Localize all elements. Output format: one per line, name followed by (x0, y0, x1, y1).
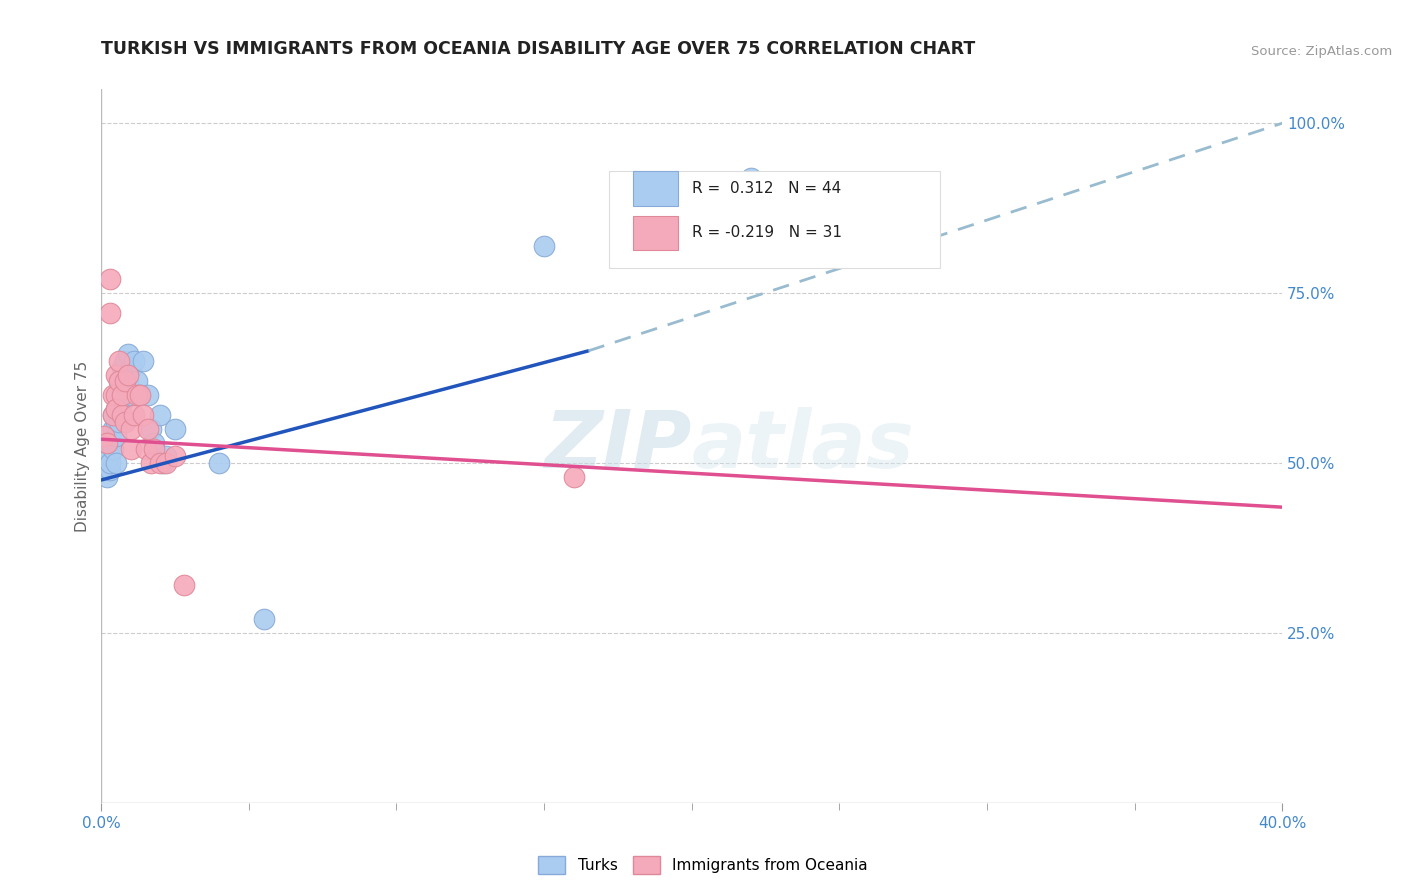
Legend: Turks, Immigrants from Oceania: Turks, Immigrants from Oceania (531, 850, 875, 880)
Point (96, 435, 118, 450)
Point (96, 469, 118, 483)
Point (117, 375, 139, 389)
Point (155, 449, 177, 463)
Point (111, 381, 134, 395)
Text: TURKISH VS IMMIGRANTS FROM OCEANIA DISABILITY AGE OVER 75 CORRELATION CHART: TURKISH VS IMMIGRANTS FROM OCEANIA DISAB… (101, 40, 976, 58)
Point (101, 409, 124, 423)
Point (253, 612, 276, 626)
Point (108, 415, 131, 429)
Point (93, 449, 115, 463)
Point (93, 429, 115, 443)
Point (111, 394, 134, 409)
Y-axis label: Disability Age Over 75: Disability Age Over 75 (75, 360, 90, 532)
Point (143, 442, 166, 457)
Point (152, 456, 174, 470)
Point (125, 388, 148, 402)
Point (108, 388, 131, 402)
Point (111, 388, 134, 402)
Point (93, 463, 115, 477)
Text: ZIP: ZIP (544, 407, 692, 485)
Point (114, 368, 136, 382)
Point (128, 388, 150, 402)
Point (108, 354, 131, 368)
Point (165, 422, 187, 436)
Point (143, 435, 166, 450)
Point (101, 442, 124, 457)
Point (105, 456, 128, 470)
Point (108, 375, 131, 389)
Point (98, 463, 121, 477)
Point (165, 449, 187, 463)
Point (108, 401, 131, 416)
Point (108, 375, 131, 389)
Point (131, 409, 153, 423)
Point (141, 422, 163, 436)
Bar (633, 171, 678, 205)
Point (101, 422, 124, 436)
Point (105, 415, 128, 429)
FancyBboxPatch shape (609, 171, 939, 268)
Point (105, 401, 128, 416)
Point (117, 347, 139, 361)
Point (122, 409, 145, 423)
Point (533, 238, 555, 252)
Point (101, 409, 124, 423)
Point (173, 578, 195, 592)
Point (114, 415, 136, 429)
Text: R = -0.219   N = 31: R = -0.219 N = 31 (692, 225, 842, 240)
Point (141, 456, 163, 470)
Point (138, 388, 160, 402)
Point (98, 306, 121, 320)
Point (149, 409, 172, 423)
Point (111, 409, 134, 423)
Point (155, 456, 177, 470)
Point (562, 469, 585, 483)
Point (135, 442, 157, 457)
Point (120, 360, 142, 375)
Point (111, 360, 134, 375)
Point (120, 388, 142, 402)
Point (740, 170, 762, 185)
Point (96, 442, 118, 457)
Point (117, 368, 139, 382)
Point (125, 375, 148, 389)
Point (120, 422, 142, 436)
Point (105, 401, 128, 416)
Point (149, 456, 172, 470)
Point (105, 388, 128, 402)
Point (114, 375, 136, 389)
Point (128, 388, 150, 402)
Point (96, 456, 118, 470)
Point (114, 354, 136, 368)
Text: R =  0.312   N = 44: R = 0.312 N = 44 (692, 181, 841, 196)
Point (138, 422, 160, 436)
Bar (633, 216, 678, 250)
Text: atlas: atlas (692, 407, 914, 485)
Point (120, 442, 142, 457)
Text: Source: ZipAtlas.com: Source: ZipAtlas.com (1251, 45, 1392, 58)
Point (98, 272, 121, 286)
Point (131, 354, 153, 368)
Point (98, 435, 121, 450)
Point (98, 449, 121, 463)
Point (101, 388, 124, 402)
Point (208, 456, 231, 470)
Point (98, 456, 121, 470)
Point (105, 429, 128, 443)
Point (122, 354, 145, 368)
Point (105, 368, 128, 382)
